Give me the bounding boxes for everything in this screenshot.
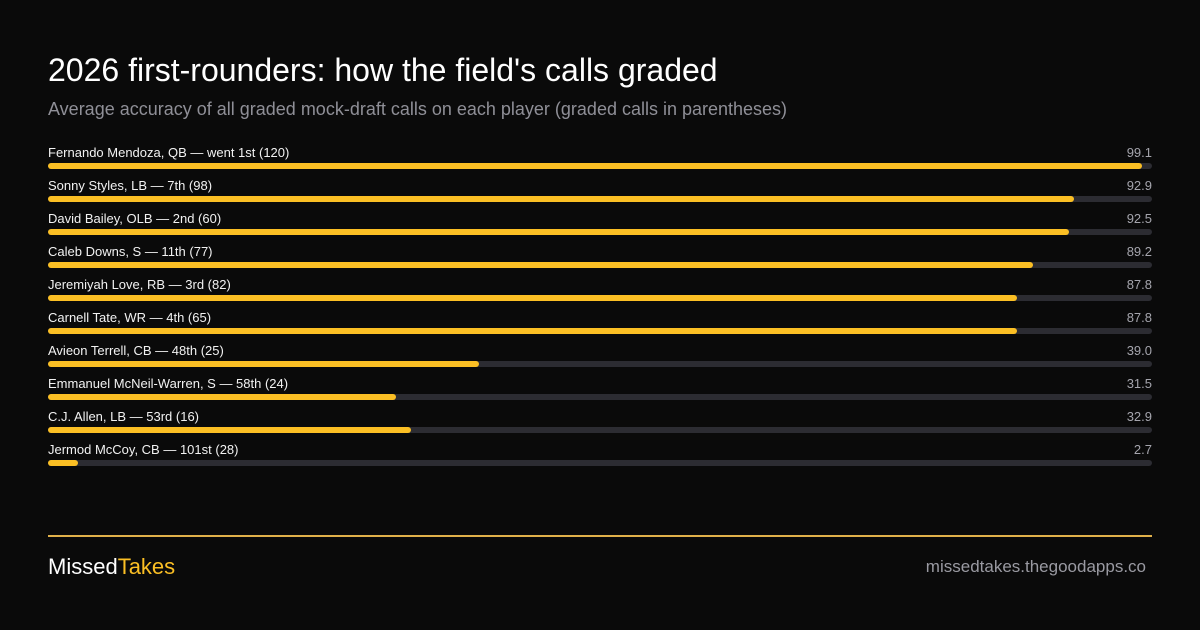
bar [48, 460, 78, 466]
bar-value-label: 87.8 [1126, 310, 1152, 325]
bar-row: Caleb Downs, S — 11th (77) 89.2 [48, 242, 1152, 275]
bar [48, 262, 1033, 268]
bar-label: Jeremiyah Love, RB — 3rd (82) [48, 277, 231, 292]
bar-value-label: 92.9 [1126, 178, 1152, 193]
bar-rows: Fernando Mendoza, QB — went 1st (120) 99.… [48, 143, 1152, 473]
bar-value-label: 92.5 [1126, 211, 1152, 226]
bar-value-label: 2.7 [1133, 442, 1152, 457]
bar-label: Emmanuel McNeil-Warren, S — 58th (24) [48, 376, 289, 391]
bar-row: Emmanuel McNeil-Warren, S — 58th (24) 31.… [48, 374, 1152, 407]
bar [48, 427, 412, 433]
bar [48, 196, 1074, 202]
bar-track [48, 394, 1152, 400]
bar [48, 361, 479, 367]
bar-value-label: 31.5 [1126, 376, 1152, 391]
footer-divider [48, 535, 1152, 537]
bar-label: Sonny Styles, LB — 7th (98) [48, 178, 213, 193]
bar-label: Fernando Mendoza, QB — went 1st (120) [48, 145, 290, 160]
bar-track [48, 427, 1152, 433]
bar-label: Caleb Downs, S — 11th (77) [48, 244, 213, 259]
bar-track [48, 229, 1152, 235]
bar-row: Jeremiyah Love, RB — 3rd (82) 87.8 [48, 275, 1152, 308]
bar-value-label: 99.1 [1126, 145, 1152, 160]
bar-value-label: 87.8 [1126, 277, 1152, 292]
chart-title: 2026 first-rounders: how the field's cal… [48, 52, 718, 88]
bar-row: Carnell Tate, WR — 4th (65) 87.8 [48, 308, 1152, 341]
bar-row: Fernando Mendoza, QB — went 1st (120) 99.… [48, 143, 1152, 176]
bar-label: C.J. Allen, LB — 53rd (16) [48, 409, 200, 424]
bar-row: C.J. Allen, LB — 53rd (16) 32.9 [48, 407, 1152, 440]
brand-logo-part1: Missed [48, 554, 118, 579]
bar-label: David Bailey, OLB — 2nd (60) [48, 211, 222, 226]
bar-value-label: 32.9 [1126, 409, 1152, 424]
bar-label: Avieon Terrell, CB — 48th (25) [48, 343, 224, 358]
bar-track [48, 361, 1152, 367]
site-url: missedtakes.thegoodapps.co [925, 557, 1146, 576]
bar-row: Avieon Terrell, CB — 48th (25) 39.0 [48, 341, 1152, 374]
bar-row: Jermod McCoy, CB — 101st (28) 2.7 [48, 440, 1152, 473]
brand-logo: MissedTakes [48, 554, 175, 580]
chart-subtitle: Average accuracy of all graded mock-draf… [48, 99, 788, 119]
bar-track [48, 196, 1152, 202]
bar-row: David Bailey, OLB — 2nd (60) 92.5 [48, 209, 1152, 242]
bar-track [48, 295, 1152, 301]
bar-track [48, 163, 1152, 169]
bar-label: Jermod McCoy, CB — 101st (28) [48, 442, 239, 457]
bar-label: Carnell Tate, WR — 4th (65) [48, 310, 212, 325]
bar [48, 229, 1070, 235]
bar [48, 328, 1018, 334]
bar [48, 295, 1018, 301]
brand-logo-part2: Takes [117, 554, 176, 579]
bar [48, 163, 1143, 169]
bar-track [48, 262, 1152, 268]
bar-row: Sonny Styles, LB — 7th (98) 92.9 [48, 176, 1152, 209]
bar-value-label: 89.2 [1126, 244, 1152, 259]
bar-value-label: 39.0 [1126, 343, 1152, 358]
bar [48, 394, 396, 400]
bar-track [48, 328, 1152, 334]
bar-track [48, 460, 1152, 466]
